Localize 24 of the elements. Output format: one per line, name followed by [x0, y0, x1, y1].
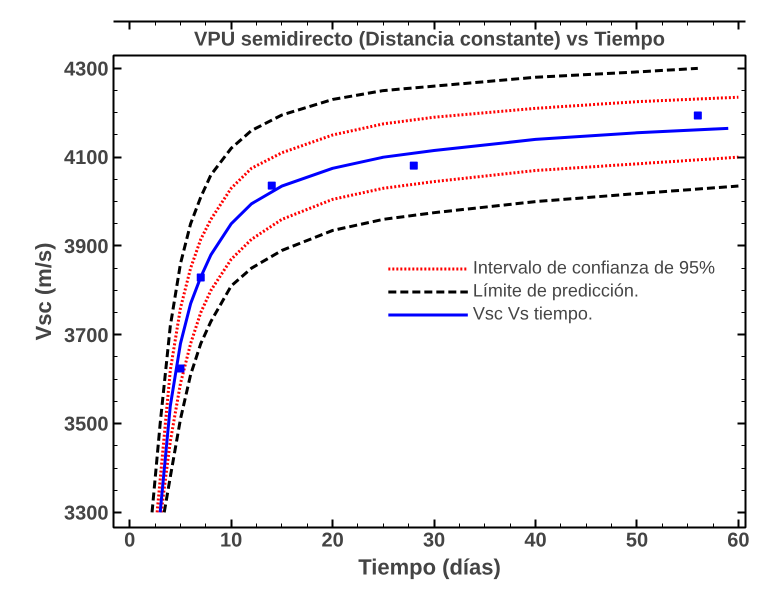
y-tick-label: 3700 — [64, 324, 109, 347]
y-tick-label: 3300 — [64, 502, 109, 524]
legend-label: Vsc Vs tiempo. — [472, 304, 593, 324]
x-tick-label: 60 — [727, 530, 750, 552]
x-tick-label: 10 — [220, 530, 242, 552]
point — [268, 182, 276, 190]
x-tick-label: 0 — [124, 530, 136, 552]
x-tick-label: 20 — [321, 530, 344, 552]
y-tick-label: 3500 — [64, 414, 109, 436]
y-tick-label: 4300 — [64, 58, 109, 80]
legend-label: Intervalo de confianza de 95% — [472, 258, 715, 278]
legend-label: Límite de predicción. — [472, 280, 639, 302]
x-axis-title: Tiempo (días) — [358, 554, 501, 580]
point — [694, 111, 702, 120]
y-axis-title: Vsc (m/s) — [31, 242, 56, 340]
x-tick-label: 30 — [422, 530, 446, 552]
y-tick-label: 4100 — [64, 147, 109, 170]
x-tick-label: 50 — [626, 530, 648, 552]
point — [196, 274, 205, 282]
point — [176, 364, 184, 373]
x-tick-label: 40 — [524, 530, 547, 552]
chart-title: VPU semidirecto (Distancia constante) vs Tiempo — [194, 28, 665, 50]
point — [410, 162, 418, 170]
y-tick-label: 3900 — [64, 236, 109, 258]
